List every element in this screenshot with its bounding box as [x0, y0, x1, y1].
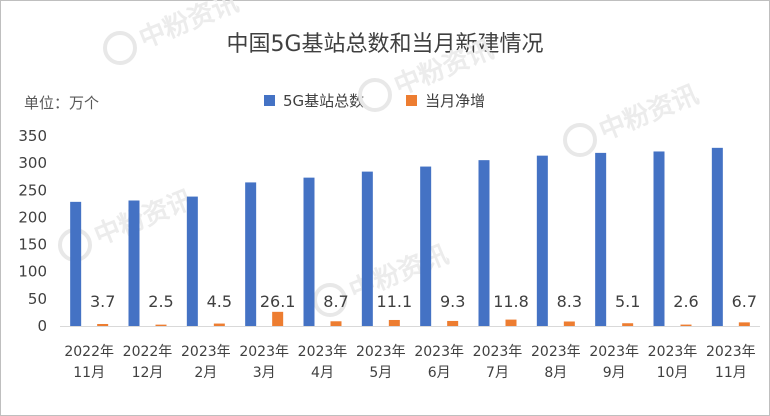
bar-total — [245, 182, 257, 326]
x-tick-label-year: 2023年 — [181, 344, 231, 360]
watermark-logo-0 — [103, 31, 137, 65]
x-tick-label-month: 6月 — [428, 365, 451, 381]
data-label-increase: 2.5 — [148, 292, 173, 311]
x-tick-label-month: 7月 — [486, 365, 509, 381]
x-tick-label-month: 4月 — [311, 365, 334, 381]
bar-total — [186, 196, 198, 326]
data-label-increase: 11.8 — [493, 292, 529, 311]
x-tick-label-month: 11月 — [715, 365, 747, 381]
legend-label-increase: 当月净增 — [425, 92, 486, 110]
bar-total — [420, 166, 432, 326]
legend-swatch-total — [264, 95, 275, 106]
x-tick-label-year: 2023年 — [356, 344, 406, 360]
bar-increase — [447, 320, 459, 326]
watermark-logo-1 — [358, 78, 392, 112]
legend-item-increase: 当月净增 — [406, 90, 485, 111]
bar-increase — [738, 322, 750, 326]
watermark-text-3: 中粉资讯 — [90, 185, 198, 252]
bar-total — [536, 155, 548, 326]
x-tick-label-year: 2023年 — [473, 344, 523, 360]
x-tick-label-month: 12月 — [132, 365, 164, 381]
bar-total — [303, 177, 315, 326]
bar-increase — [97, 323, 109, 326]
watermark-logo-2 — [563, 123, 597, 157]
x-tick-label-month: 9月 — [603, 365, 626, 381]
watermark-text-2: 中粉资讯 — [595, 80, 703, 147]
y-tick-label: 350 — [18, 127, 47, 145]
legend-swatch-increase — [406, 95, 418, 106]
legend-label-total: 5G基站总数 — [283, 92, 365, 110]
y-tick-label: 0 — [37, 317, 47, 335]
bar-total — [361, 171, 373, 326]
bar-total — [128, 200, 140, 326]
bar-total — [711, 147, 723, 326]
bar-increase — [155, 324, 167, 326]
watermark-logo-4 — [313, 283, 347, 317]
x-tick-label-year: 2023年 — [706, 344, 756, 360]
x-tick-label-month: 10月 — [657, 365, 689, 381]
data-label-increase: 4.5 — [207, 292, 232, 311]
bar-increase — [272, 311, 284, 326]
bar-total — [70, 201, 82, 326]
x-tick-label-year: 2023年 — [298, 344, 348, 360]
y-tick-label: 50 — [28, 290, 47, 308]
x-tick-label-month: 5月 — [369, 365, 392, 381]
data-label-increase: 11.1 — [377, 292, 413, 311]
data-label-increase: 3.7 — [90, 292, 115, 311]
x-tick-label-month: 8月 — [544, 365, 567, 381]
x-tick-label-year: 2023年 — [414, 344, 464, 360]
x-tick-label-year: 2023年 — [648, 344, 698, 360]
bar-increase — [213, 323, 225, 326]
x-tick-label-year: 2023年 — [239, 344, 289, 360]
y-tick-label: 100 — [18, 263, 47, 281]
bar-increase — [563, 321, 575, 326]
unit-label: 单位：万个 — [24, 94, 100, 112]
data-label-increase: 2.6 — [673, 292, 698, 311]
y-tick-label: 200 — [18, 208, 47, 226]
y-tick-label: 150 — [18, 236, 47, 254]
bar-increase — [505, 319, 517, 326]
bar-increase — [330, 321, 342, 326]
bar-total — [478, 160, 490, 326]
bar-increase — [388, 319, 400, 326]
x-tick-label-year: 2023年 — [531, 344, 581, 360]
bar-total — [595, 152, 607, 326]
legend-item-total: 5G基站总数 — [264, 90, 364, 111]
bar-increase — [622, 323, 634, 326]
chart-title: 中国5G基站总数和当月新建情况 — [226, 32, 544, 57]
watermark-text-1: 中粉资讯 — [390, 35, 498, 102]
data-label-increase: 8.7 — [323, 292, 348, 311]
data-label-increase: 5.1 — [615, 292, 640, 311]
y-tick-label: 250 — [18, 181, 47, 199]
y-tick-label: 300 — [18, 154, 47, 172]
legend: 5G基站总数 当月净增 — [264, 90, 527, 111]
x-tick-label-year: 2022年 — [123, 344, 173, 360]
x-tick-label-year: 2022年 — [64, 344, 114, 360]
x-tick-label-month: 2月 — [194, 365, 217, 381]
bar-total — [653, 151, 665, 326]
data-label-increase: 26.1 — [260, 292, 296, 311]
x-tick-label-month: 3月 — [253, 365, 276, 381]
data-label-increase: 6.7 — [732, 292, 757, 311]
watermark-text-0: 中粉资讯 — [135, 0, 243, 55]
data-label-increase: 9.3 — [440, 292, 465, 311]
bar-increase — [680, 324, 692, 326]
data-label-increase: 8.3 — [557, 292, 582, 311]
x-tick-label-year: 2023年 — [589, 344, 639, 360]
x-tick-label-month: 11月 — [73, 365, 105, 381]
